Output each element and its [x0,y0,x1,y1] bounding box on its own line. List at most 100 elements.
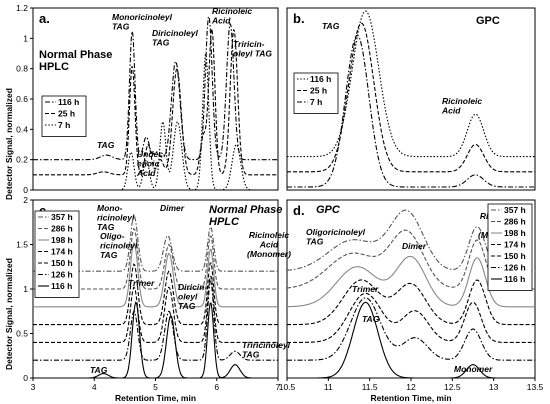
annotation: Ricinoleic Acid [211,6,252,26]
series-line-286h [33,227,278,290]
series-line-174h [287,279,535,326]
y-tick-label: 2 [23,195,28,205]
series-line-116h [287,301,535,378]
panel-letter: c. [39,203,50,218]
series-group [287,10,535,188]
legend-box [41,95,87,137]
annotation: Diricinoleyl TAG [152,28,198,48]
ylabel-top: Detector Signal, normalized [4,88,14,200]
legend-entry: 174 h [51,247,73,257]
panel-d: 10.5 11 11.5 12 12.5 13 13.5 Retention Time, mi… [279,199,544,403]
legend-entry: 7 h [310,97,322,107]
y-tick-label: 0.5 [16,329,28,339]
annotation: Diricin-oleyl TAG [178,282,207,311]
panel-letter: d. [293,203,305,218]
legend-entry: 198 h [51,235,73,245]
legend-entry: 116 h [58,97,79,107]
legend-entry: 150 h [504,251,526,261]
legend-entry: 150 h [51,258,73,268]
annotation: TAG [322,21,340,31]
panel-letter: b. [293,11,305,26]
annotation: Mono-ricinoleyl TAG [97,203,135,232]
x-tick-label: 13.5 [527,382,544,392]
annotation: Triricinoleyl TAG [242,340,291,360]
legend-entry: 174 h [504,240,526,250]
y-tick-label: 1 [23,284,28,294]
series-line-150h [287,292,535,343]
panel-title: GPC [316,204,341,216]
legend-entry: 198 h [504,228,526,238]
panel-title-line: Normal Phase [39,49,112,61]
annotation: Trimer [352,284,379,294]
plot-frame [286,7,536,191]
series-line-25h [33,28,278,176]
y-tick-label: 0 [23,373,28,383]
series-group [33,215,278,378]
legend-box [487,203,533,291]
annotation: TAG [362,314,380,324]
panel-c: 0 0.5 1 1.5 2 3 4 5 6 7 Retention Time, min c. Norma… [16,195,291,403]
y-tick-label: 0.4 [16,124,28,134]
annotation: TAG [90,365,108,375]
x-tick-label: 5 [153,382,158,392]
series-line-198h [33,241,278,308]
legend-entry: 286 h [51,224,73,234]
legend-entry: 357 h [504,205,526,215]
y-tick-label: 1.2 [16,3,28,13]
legend-box [293,72,339,114]
series-line-116h [287,10,535,158]
y-tick-label: 1.5 [16,240,28,250]
annotation: Trimer [128,278,155,288]
series-line-126h [33,280,278,361]
x-axis-label: Retention Time, min [370,393,451,403]
x-tick-label: 3 [31,382,36,392]
series-line-357h [287,209,535,272]
x-tick-label: 11.5 [362,382,378,392]
annotation: Triricin-oleyl TAG [233,39,272,59]
legend-entry: 286 h [504,217,526,227]
legend-entry: 357 h [51,212,73,222]
y-tick-label: 0.2 [16,155,28,165]
ylabel-bottom: Detector Signal, normalized [4,258,14,370]
panel-title-line: HPLC [39,61,69,73]
x-tick-label: 10.5 [279,382,296,392]
annotation: TAG [97,140,115,150]
x-tick-label: 12.5 [444,382,461,392]
series-line-7h [287,34,535,188]
x-tick-label: 13 [489,382,499,392]
x-tick-label: 7 [276,382,281,392]
annotation: Monoricinoleyl TAG [112,12,173,32]
y-tick-label: 0.8 [16,64,28,74]
panel-title-line: HPLC [209,216,240,228]
series-line-126h [287,297,535,361]
legend-entry: 126 h [51,270,73,280]
series-group [33,15,278,190]
x-tick-label: 6 [214,382,219,392]
panel-title-line: Normal Phase [209,204,282,216]
legend-entry: 25 h [58,109,75,119]
legend-box [34,210,80,298]
legend-entry: 126 h [504,263,526,273]
series-line-357h [33,215,278,272]
annotation: Dimer [402,241,427,251]
annotation: Dimer [160,203,185,213]
legend-entry: 116 h [504,274,525,284]
series-line-174h [33,262,278,326]
x-tick-label: 11 [324,382,333,392]
annotation: Monomer [454,364,493,374]
panel-letter: a. [39,11,50,26]
annotation: Undec-enoic Acid [136,149,166,178]
series-line-7h [33,53,278,190]
x-axis-label: Retention Time, min [115,393,196,403]
legend-entry: 25 h [310,86,327,96]
annotation: Oligoricinoleyl TAG [306,227,366,247]
legend-entry: 116 h [51,281,72,291]
annotation: Ricinoleic Acid [441,96,482,116]
panel-title: GPC [476,15,500,27]
series-line-198h [287,255,535,308]
legend-entry: 7 h [58,120,70,130]
series-line-150h [33,275,278,343]
